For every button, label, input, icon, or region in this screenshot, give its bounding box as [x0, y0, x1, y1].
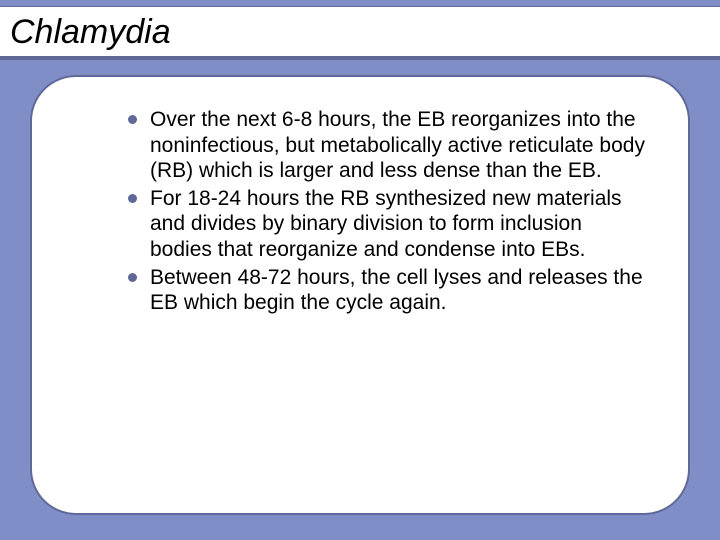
list-item: Between 48-72 hours, the cell lyses and …	[150, 265, 648, 316]
slide-title: Chlamydia	[10, 13, 710, 52]
content-card: Over the next 6-8 hours, the EB reorgani…	[30, 75, 690, 515]
bullet-list: Over the next 6-8 hours, the EB reorgani…	[62, 107, 648, 316]
list-item: For 18-24 hours the RB synthesized new m…	[150, 186, 648, 263]
list-item: Over the next 6-8 hours, the EB reorgani…	[150, 107, 648, 184]
title-block: Chlamydia	[0, 6, 720, 60]
